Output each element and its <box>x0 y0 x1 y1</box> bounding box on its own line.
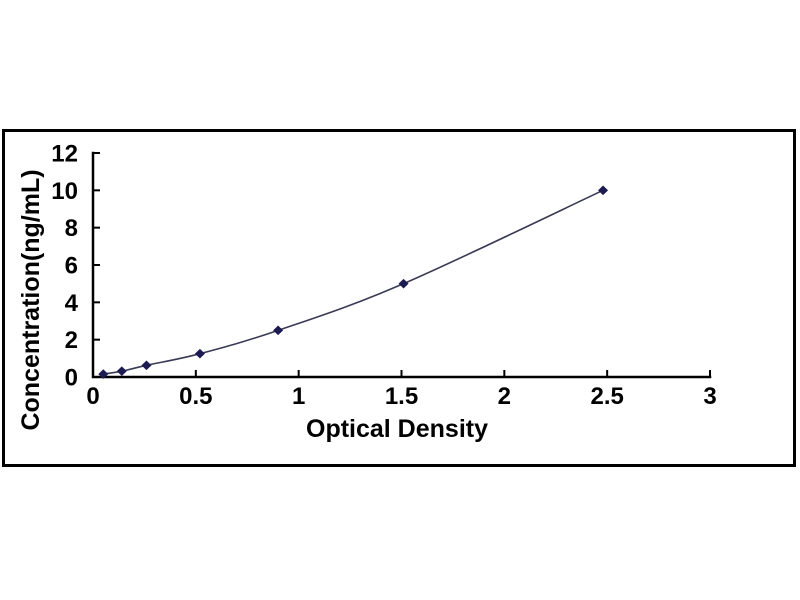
data-point-marker <box>273 325 284 336</box>
y-tick-label: 2 <box>65 327 78 354</box>
axis-lines <box>91 151 712 379</box>
data-point-marker <box>598 185 609 196</box>
y-tick-label: 10 <box>51 178 78 205</box>
y-tick-label: 6 <box>65 253 78 280</box>
data-point-marker <box>141 360 152 371</box>
x-axis-title: Optical Density <box>306 415 488 443</box>
curve-line <box>103 189 604 375</box>
y-tick-label: 0 <box>65 365 78 392</box>
y-tick-label: 12 <box>51 141 78 168</box>
data-point-marker <box>398 278 409 289</box>
x-tick-label: 3 <box>703 383 716 410</box>
data-point-marker <box>194 348 205 359</box>
x-tick-label: 2 <box>498 383 511 410</box>
chart-panel: 0 0.5 1 1.5 2 2.5 3 0 2 4 6 8 10 12 Optical Density Con… <box>2 129 796 467</box>
y-axis-title: Concentration(ng/mL) <box>17 169 45 430</box>
data-point-marker <box>116 366 127 376</box>
y-tick-label: 4 <box>65 290 79 317</box>
x-tick-label: 2.5 <box>590 383 623 410</box>
x-tick-label: 1.5 <box>385 383 418 410</box>
y-tick-label: 8 <box>65 215 78 242</box>
standard-curve-chart: 0 0.5 1 1.5 2 2.5 3 0 2 4 6 8 10 12 Optical Density Con… <box>17 141 717 444</box>
data-point-marker <box>98 369 109 379</box>
x-tick-label: 0.5 <box>179 383 212 410</box>
x-tick-label: 0 <box>86 383 99 410</box>
x-tick-label: 1 <box>292 383 305 410</box>
